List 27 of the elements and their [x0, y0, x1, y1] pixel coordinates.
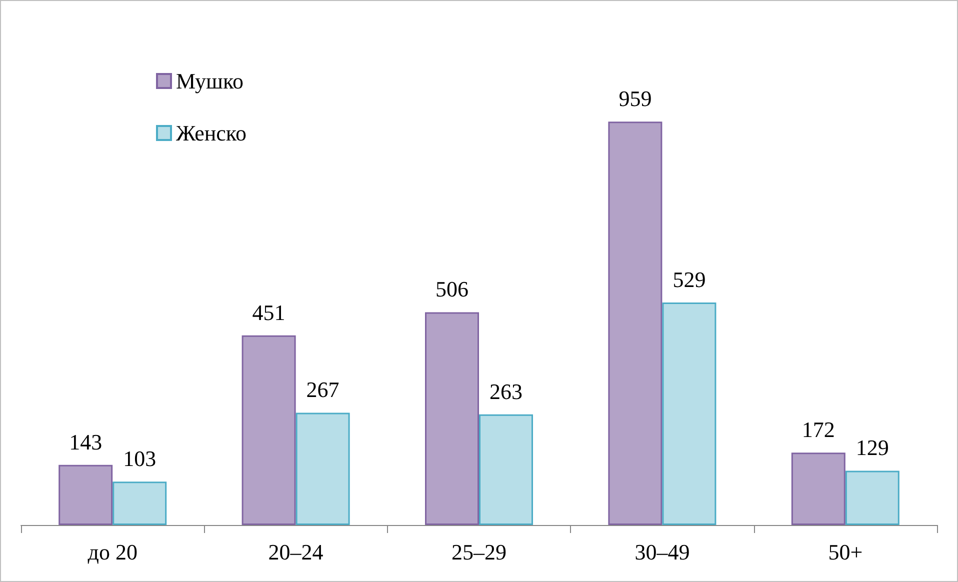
bar: [608, 122, 662, 525]
data-label: 529: [672, 267, 706, 292]
data-label: 172: [802, 417, 835, 442]
x-tick-label: 50+: [828, 540, 863, 564]
data-label: 129: [856, 435, 889, 460]
x-tick-label: 25–29: [452, 540, 506, 564]
data-label: 103: [123, 446, 156, 472]
data-label: 267: [306, 377, 340, 402]
bar: [479, 414, 533, 525]
bar: [425, 312, 479, 525]
x-tick-label: до 20: [88, 540, 138, 564]
bar: [58, 464, 113, 525]
data-label: 506: [436, 276, 468, 302]
legend-label: Мушко: [176, 68, 244, 94]
bar: [662, 302, 716, 525]
bar: [296, 412, 350, 525]
data-label: 451: [252, 300, 286, 325]
x-tick-label: 30–49: [634, 540, 690, 564]
bar: [845, 470, 900, 525]
bar: [112, 482, 167, 525]
x-tick-label: 20–24: [268, 540, 324, 564]
bar: [791, 452, 846, 525]
bar: [242, 335, 296, 525]
data-label: 263: [490, 378, 522, 404]
data-label: 959: [618, 86, 652, 112]
data-label: 143: [69, 429, 102, 454]
legend-label: Женско: [176, 120, 246, 146]
